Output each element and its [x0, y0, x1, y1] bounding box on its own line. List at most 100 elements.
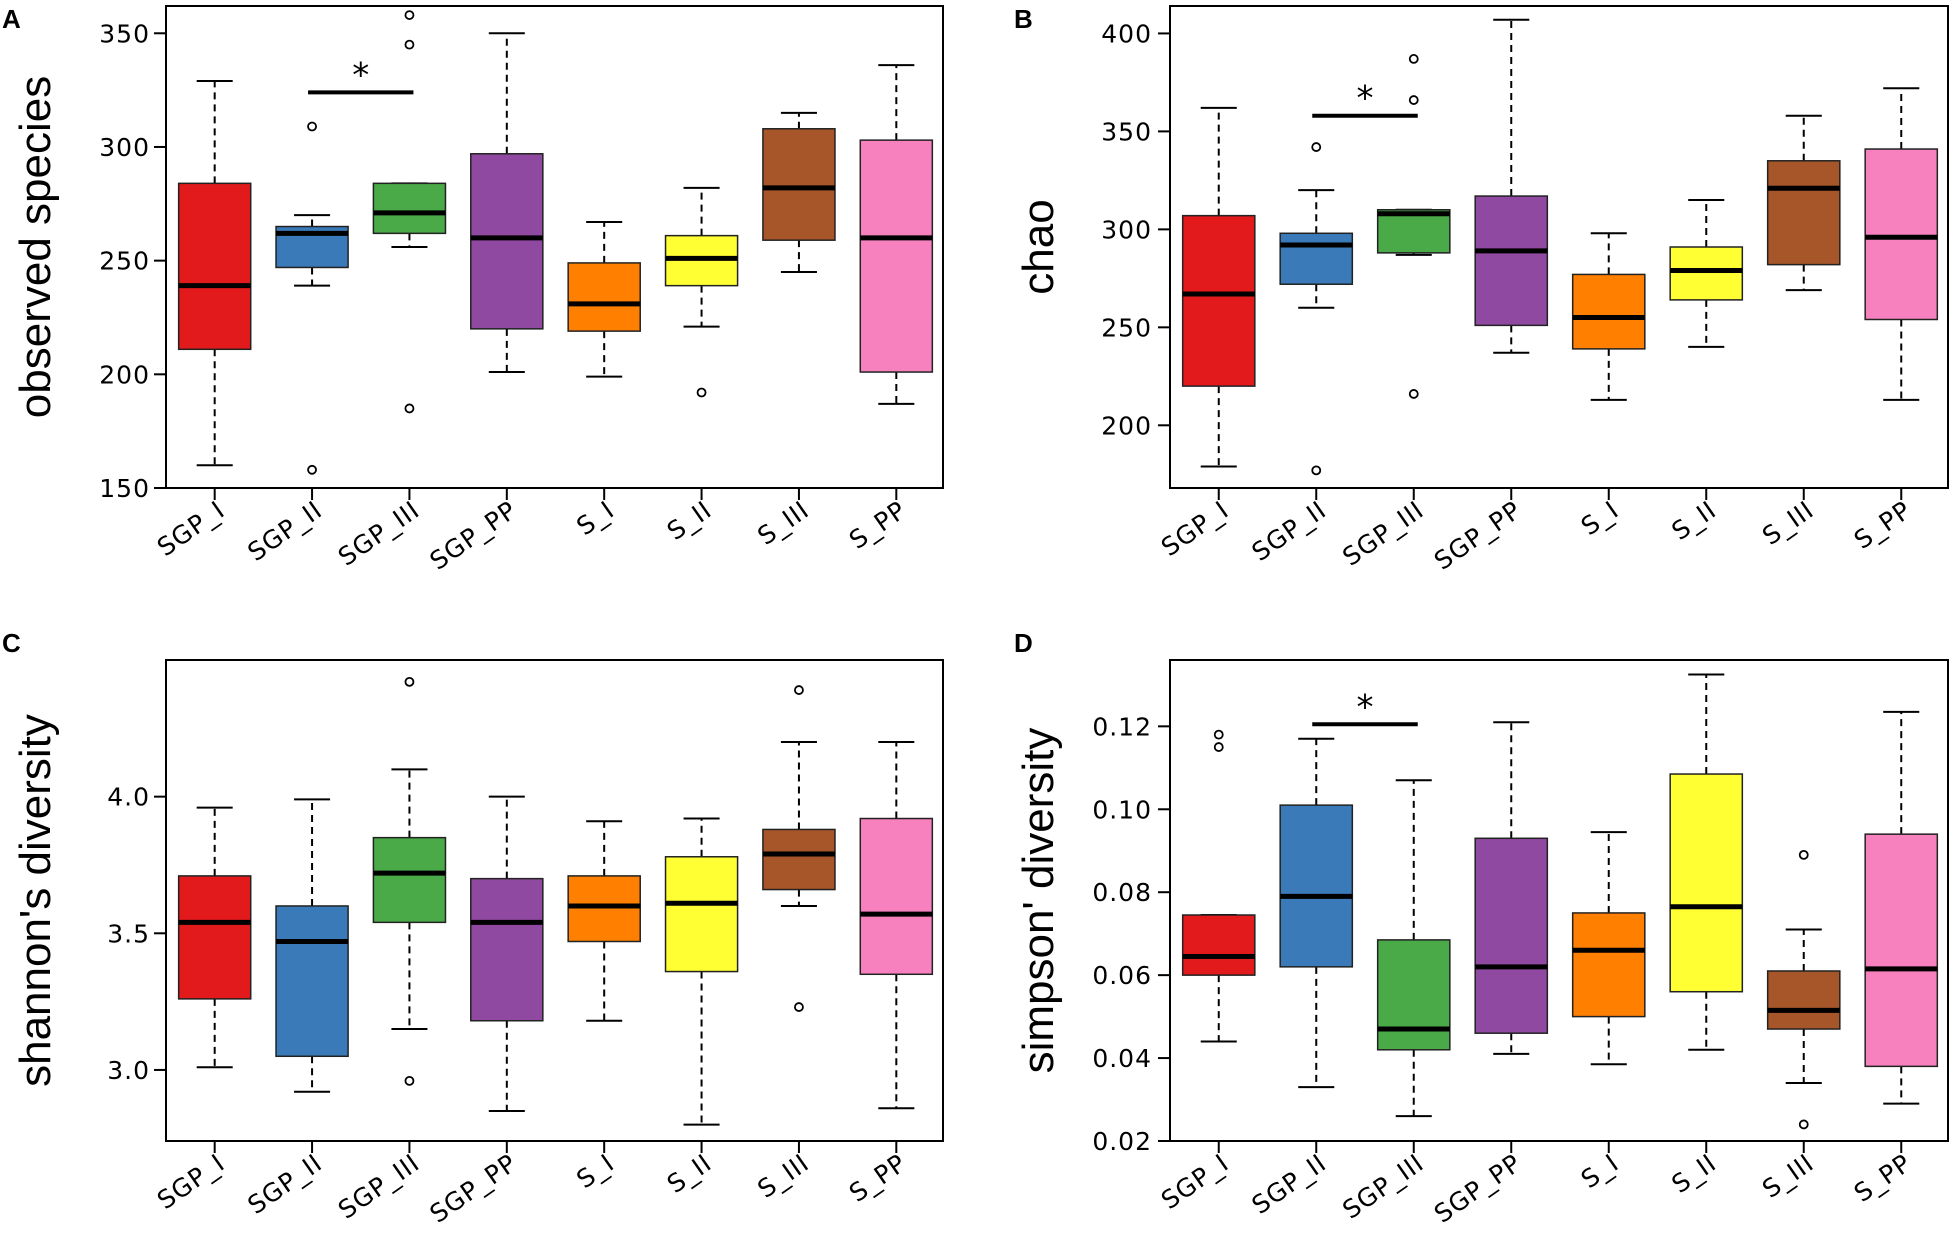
x-tick-label: S_II [1666, 495, 1721, 546]
x-tick-label: S_I [571, 1148, 619, 1194]
y-tick-label: 200 [1101, 411, 1152, 440]
outlier-point [307, 121, 317, 132]
box-S_PP: S_PP [844, 64, 934, 555]
outlier-point [794, 1002, 804, 1012]
box-iqr [1181, 214, 1256, 387]
x-tick-label: SGP_III [1337, 1148, 1429, 1224]
box-iqr [1181, 914, 1256, 976]
box-iqr [567, 262, 641, 332]
y-tick-label: 250 [99, 247, 150, 276]
box-S_III: S_III [752, 111, 836, 551]
outlier-point [794, 685, 804, 695]
outlier-point [1408, 95, 1419, 105]
y-tick-label: 350 [99, 19, 150, 48]
box-S_I: S_I [567, 820, 641, 1194]
outlier-point [1798, 1119, 1809, 1130]
box-iqr [1669, 773, 1744, 993]
box-iqr [1571, 273, 1646, 350]
box-S_I: S_I [567, 220, 641, 541]
box-iqr [1279, 804, 1354, 968]
box-SGP_III: SGP_III [1337, 54, 1451, 572]
panel-B: B 200 250 300 350 400 chao SGP_I SGP_II SGP_III SG… [1014, 4, 1949, 576]
box-iqr [664, 856, 739, 973]
x-tick-label: S_PP [844, 1148, 912, 1208]
y-tick-label: 0.08 [1092, 878, 1152, 907]
panel-letter: A [2, 4, 21, 34]
box-SGP_II: SGP_II [242, 798, 349, 1220]
x-tick-label: S_PP [844, 495, 912, 555]
significance-label: * [1357, 687, 1374, 727]
box-iqr [1864, 833, 1939, 1068]
outlier-point [404, 39, 415, 50]
x-tick-label: S_III [752, 495, 814, 551]
y-tick-label: 0.10 [1092, 795, 1152, 824]
box-iqr [1864, 148, 1939, 321]
panel-letter: C [2, 628, 21, 658]
x-tick-label: S_III [752, 1148, 814, 1204]
x-tick-label: S_II [1666, 1148, 1721, 1199]
y-tick-label: 400 [1101, 19, 1152, 48]
box-S_III: S_III [1757, 849, 1841, 1204]
x-tick-label: S_I [1576, 495, 1624, 541]
box-iqr [762, 128, 836, 241]
box-iqr [1766, 160, 1841, 266]
y-tick-label: 0.02 [1092, 1127, 1152, 1156]
x-tick-label: SGP_II [1247, 1148, 1332, 1220]
y-tick-label: 300 [1101, 215, 1152, 244]
plot-frame [165, 5, 944, 489]
plot-frame [1169, 659, 1949, 1142]
box-SGP_PP: SGP_PP [425, 32, 544, 576]
y-tick-label: 0.06 [1092, 961, 1152, 990]
box-iqr [177, 875, 252, 1000]
x-tick-label: S_PP [1849, 1148, 1917, 1208]
significance-label: * [1357, 79, 1374, 119]
y-tick-label: 0.04 [1092, 1044, 1152, 1073]
panel-letter: D [1014, 628, 1033, 658]
box-iqr [859, 139, 934, 373]
box-iqr [762, 828, 836, 891]
box-SGP_PP: SGP_PP [1429, 18, 1549, 576]
box-iqr [1766, 970, 1841, 1030]
x-tick-label: S_II [662, 495, 717, 546]
outlier-point [1213, 729, 1224, 740]
panel-D: D 0.02 0.04 0.06 0.08 0.10 0.12 simpson' divers… [1014, 628, 1949, 1229]
y-axis-label: shannon's diversity [11, 714, 60, 1087]
y-tick-label: 300 [99, 133, 150, 162]
box-SGP_II: SGP_II [1247, 737, 1354, 1220]
x-tick-label: SGP_I [1156, 495, 1234, 562]
y-tick-label: 3.5 [107, 919, 150, 948]
x-tick-label: SGP_I [152, 495, 230, 562]
x-tick-label: SGP_PP [1429, 495, 1527, 576]
x-tick-label: S_III [1757, 1148, 1819, 1204]
box-S_III: S_III [1757, 114, 1841, 551]
box-iqr [372, 836, 447, 924]
box-S_PP: S_PP [1849, 87, 1939, 555]
x-tick-label: S_PP [1849, 495, 1917, 555]
x-tick-label: SGP_III [333, 495, 425, 571]
box-SGP_III: SGP_III [333, 676, 447, 1225]
box-S_PP: S_PP [844, 740, 934, 1208]
outlier-point [1798, 849, 1809, 860]
x-tick-label: SGP_I [152, 1148, 230, 1215]
plot-frame [1169, 5, 1949, 489]
box-SGP_I: SGP_I [152, 80, 252, 562]
outlier-point [1408, 389, 1419, 399]
x-tick-label: SGP_II [242, 1148, 327, 1220]
outlier-point [696, 387, 707, 398]
plot-frame [165, 659, 944, 1142]
box-iqr [1474, 195, 1549, 327]
x-tick-label: SGP_II [242, 495, 327, 567]
outlier-point [307, 464, 317, 475]
box-iqr [1474, 837, 1549, 1034]
box-S_II: S_II [1666, 673, 1744, 1199]
panel-letter: B [1014, 4, 1033, 34]
x-tick-label: SGP_PP [425, 1148, 523, 1229]
box-iqr [372, 182, 447, 235]
outlier-point [404, 10, 415, 20]
x-tick-label: S_I [571, 495, 619, 541]
y-tick-label: 0.12 [1092, 712, 1152, 741]
box-iqr [275, 905, 349, 1058]
